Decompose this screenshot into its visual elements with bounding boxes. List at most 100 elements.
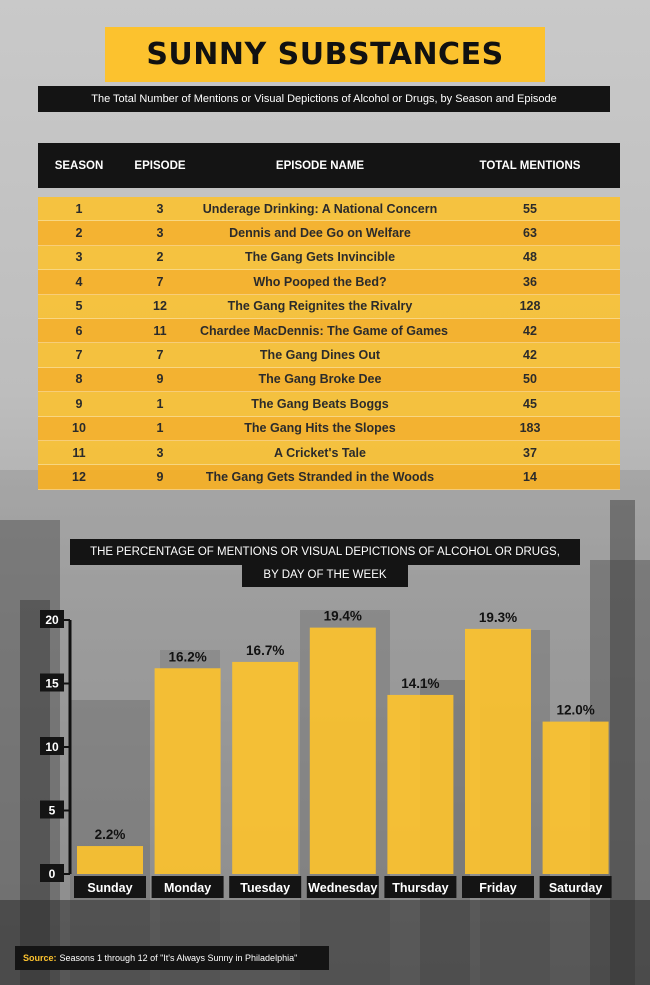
season-cell: 9 bbox=[75, 396, 83, 411]
table-row: 8 9 The Gang Broke Dee 50 bbox=[38, 367, 620, 393]
bar-friday bbox=[465, 628, 531, 874]
episode-cell: 7 bbox=[156, 274, 164, 289]
episode-name-cell: Underage Drinking: A National Concern bbox=[202, 201, 438, 216]
table-row: 6 11 Chardee MacDennis: The Game of Game… bbox=[38, 318, 620, 344]
category-label-bg bbox=[539, 876, 612, 898]
mentions-cell: 14 bbox=[523, 469, 537, 484]
mentions-cell: 50 bbox=[523, 372, 537, 387]
data-label: 19.3% bbox=[479, 610, 517, 625]
episode-name-cell: The Gang Dines Out bbox=[259, 348, 381, 363]
x-tick-label: Friday bbox=[479, 881, 517, 895]
source-note: Source: Seasons 1 through 12 of "It's Al… bbox=[15, 946, 329, 970]
y-tick-label-bg bbox=[40, 864, 64, 882]
y-tick-label-bg bbox=[40, 610, 64, 628]
column-header-total-mentions: TOTAL MENTIONS bbox=[479, 159, 581, 172]
page-subtitle: The Total Number of Mentions or Visual D… bbox=[91, 93, 557, 105]
x-tick-label: Monday bbox=[164, 881, 211, 895]
bar-monday bbox=[154, 668, 221, 874]
episode-name-cell: Who Pooped the Bed? bbox=[253, 274, 387, 289]
mentions-cell: 48 bbox=[523, 250, 537, 265]
mentions-cell: 63 bbox=[523, 226, 537, 241]
episode-cell: 7 bbox=[156, 348, 164, 363]
episodes-table: SEASON EPISODE EPISODE NAME TOTAL MENTIO… bbox=[38, 143, 620, 490]
source-label: Source: bbox=[23, 953, 57, 963]
table-header: SEASON EPISODE EPISODE NAME TOTAL MENTIO… bbox=[38, 143, 620, 188]
category-label-bg bbox=[151, 876, 224, 898]
day-of-week-bar-chart: 0 5 10 15 20 2.2% Sunday 16.2% Monday 16.7% Tuesda… bbox=[40, 609, 612, 898]
season-cell: 4 bbox=[75, 274, 83, 289]
title-banner: SUNNY SUBSTANCES bbox=[105, 27, 545, 82]
column-header-episode: EPISODE bbox=[134, 159, 186, 172]
page-title: SUNNY SUBSTANCES bbox=[146, 37, 504, 72]
data-label: 14.1% bbox=[401, 676, 439, 691]
table-body: 1 3 Underage Drinking: A National Concer… bbox=[38, 197, 620, 490]
chart-title-line-1: THE PERCENTAGE OF MENTIONS OR VISUAL DEP… bbox=[70, 539, 580, 565]
mentions-cell: 42 bbox=[523, 348, 537, 363]
y-tick-label-bg bbox=[40, 673, 64, 692]
table-row: 1 3 Underage Drinking: A National Concer… bbox=[38, 197, 620, 222]
episode-cell: 12 bbox=[153, 299, 167, 314]
episode-name-cell: Chardee MacDennis: The Game of Games bbox=[200, 323, 448, 338]
season-cell: 11 bbox=[72, 445, 86, 460]
y-tick-label: 5 bbox=[49, 804, 56, 818]
bar-thursday bbox=[387, 694, 454, 874]
episode-name-cell: The Gang Broke Dee bbox=[258, 372, 382, 387]
subtitle-banner: The Total Number of Mentions or Visual D… bbox=[38, 86, 610, 112]
data-label: 12.0% bbox=[556, 703, 594, 718]
episode-cell: 3 bbox=[156, 201, 164, 216]
mentions-cell: 36 bbox=[523, 274, 537, 289]
season-cell: 10 bbox=[72, 421, 86, 436]
chart-title-text-2: BY DAY OF THE WEEK bbox=[263, 569, 387, 581]
bar-saturday bbox=[542, 721, 609, 874]
episode-name-cell: The Gang Gets Invincible bbox=[244, 250, 396, 265]
table-row: 10 1 The Gang Hits the Slopes 183 bbox=[38, 416, 620, 441]
season-cell: 1 bbox=[75, 201, 83, 216]
data-label: 16.2% bbox=[168, 649, 206, 664]
episode-cell: 3 bbox=[156, 226, 164, 241]
season-cell: 8 bbox=[75, 372, 83, 387]
mentions-cell: 183 bbox=[519, 421, 541, 436]
data-label: 2.2% bbox=[95, 827, 126, 842]
season-cell: 12 bbox=[72, 469, 86, 484]
season-cell: 6 bbox=[75, 323, 83, 338]
bar-wednesday bbox=[309, 627, 376, 874]
y-tick-label: 0 bbox=[49, 867, 56, 881]
category-label-bg bbox=[462, 876, 534, 898]
table-row: 2 3 Dennis and Dee Go on Welfare 63 bbox=[38, 221, 620, 246]
table-row: 4 7 Who Pooped the Bed? 36 bbox=[38, 270, 620, 295]
y-tick-label-bg bbox=[40, 800, 64, 819]
season-cell: 5 bbox=[75, 299, 83, 314]
table-row: 11 3 A Cricket's Tale 37 bbox=[38, 440, 620, 466]
episode-name-cell: The Gang Gets Stranded in the Woods bbox=[205, 469, 435, 484]
episode-name-cell: The Gang Reignites the Rivalry bbox=[227, 299, 413, 314]
x-tick-label: Wednesday bbox=[308, 881, 377, 895]
y-tick-label: 20 bbox=[45, 613, 59, 627]
category-label-bg bbox=[229, 876, 302, 898]
column-header-season: SEASON bbox=[54, 159, 104, 172]
category-label-bg bbox=[306, 876, 379, 898]
episode-cell: 11 bbox=[153, 323, 167, 338]
bar-tuesday bbox=[232, 661, 299, 874]
chart-title-text-1: THE PERCENTAGE OF MENTIONS OR VISUAL DEP… bbox=[90, 546, 560, 558]
y-tick-label-bg bbox=[40, 737, 64, 755]
season-cell: 3 bbox=[75, 250, 83, 265]
data-label: 16.7% bbox=[246, 643, 284, 658]
table-row: 12 9 The Gang Gets Stranded in the Woods… bbox=[38, 465, 620, 490]
mentions-cell: 55 bbox=[523, 201, 537, 216]
mentions-cell: 45 bbox=[523, 396, 537, 411]
episode-cell: 9 bbox=[156, 372, 164, 387]
episode-name-cell: The Gang Hits the Slopes bbox=[244, 421, 396, 436]
category-label-bg bbox=[384, 876, 457, 898]
episode-cell: 9 bbox=[156, 469, 164, 484]
episode-cell: 3 bbox=[156, 445, 164, 460]
y-tick-label: 10 bbox=[45, 740, 59, 754]
episode-cell: 1 bbox=[156, 396, 164, 411]
x-tick-label: Sunday bbox=[87, 881, 132, 895]
x-tick-label: Tuesday bbox=[240, 881, 290, 895]
episode-cell: 2 bbox=[156, 250, 164, 265]
chart-title-line-2: BY DAY OF THE WEEK bbox=[242, 563, 408, 587]
table-row: 9 1 The Gang Beats Boggs 45 bbox=[38, 392, 620, 417]
category-label-bg bbox=[74, 876, 146, 898]
mentions-cell: 37 bbox=[523, 445, 537, 460]
season-cell: 7 bbox=[75, 348, 83, 363]
